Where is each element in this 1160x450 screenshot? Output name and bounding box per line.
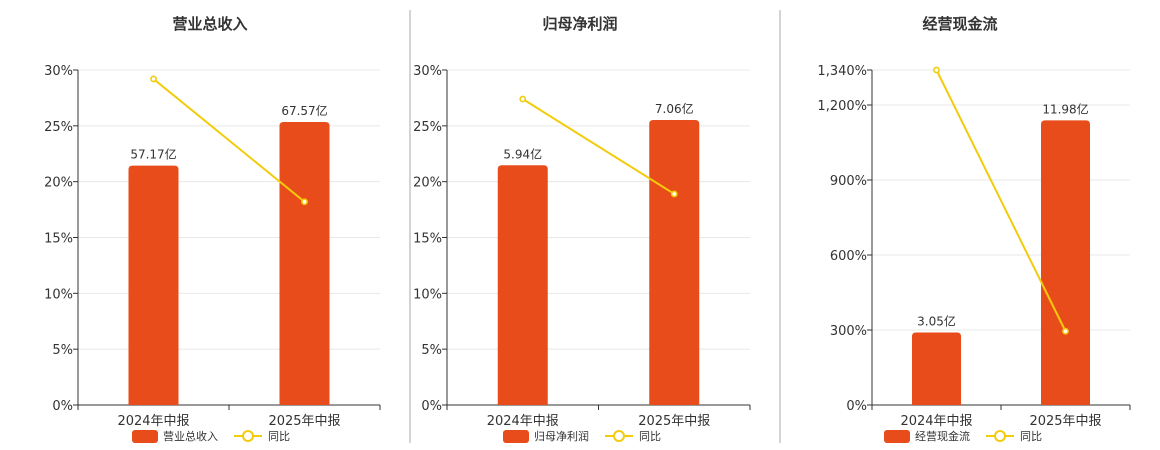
y-tick-label: 900% <box>830 174 867 189</box>
y-tick-label: 10% <box>413 287 442 302</box>
x-tick-label: 2024年中报 <box>117 414 189 429</box>
legend-swatch-bar <box>132 430 158 443</box>
x-tick-label: 2025年中报 <box>638 414 710 429</box>
y-tick-label: 1,340% <box>817 64 867 79</box>
x-tick-label: 2024年中报 <box>900 414 972 429</box>
yoy-line <box>152 78 306 203</box>
legend-label-line: 同比 <box>1020 430 1042 443</box>
bar <box>1040 120 1091 405</box>
bar-data-label: 3.05亿 <box>917 314 956 329</box>
y-tick-label: 15% <box>44 232 73 247</box>
y-tick-label: 5% <box>421 343 442 358</box>
bar <box>497 165 548 405</box>
legend-swatch-marker <box>242 430 254 442</box>
y-tick-label: 25% <box>44 120 73 135</box>
bar <box>128 165 179 405</box>
y-tick-label: 20% <box>44 176 73 191</box>
chart-panel-3: 经营现金流 0% 300% 600% 900% 1,200% 1,340% 2024年中报 20… <box>817 15 1131 443</box>
x-tick-label: 2025年中报 <box>268 414 340 429</box>
x-tick-label: 2025年中报 <box>1029 414 1101 429</box>
y-tick-label: 300% <box>830 324 867 339</box>
charts-group: 营业总收入 0% 5% 10% 15% 20% 25% 30% 2024年中报 2025年中报 57… <box>44 10 1131 443</box>
bar <box>279 122 330 405</box>
y-tick-label: 15% <box>413 232 442 247</box>
y-tick-label: 0% <box>846 399 867 414</box>
y-tick-label: 1,200% <box>817 99 867 114</box>
chart-title: 营业总收入 <box>172 15 247 33</box>
yoy-point <box>150 75 157 83</box>
yoy-point <box>670 190 678 198</box>
yoy-point <box>1062 327 1069 335</box>
y-tick-label: 0% <box>421 399 442 414</box>
legend-label-bar: 经营现金流 <box>915 429 970 443</box>
bar-data-label: 11.98亿 <box>1042 101 1088 116</box>
y-tick-label: 10% <box>44 287 73 302</box>
chart-title: 归母净利润 <box>542 15 617 33</box>
legend-label-bar: 营业总收入 <box>163 429 218 443</box>
y-tick-label: 25% <box>413 120 442 135</box>
bar <box>911 332 962 405</box>
bar-data-label: 7.06亿 <box>655 101 694 116</box>
y-tick-label: 30% <box>44 64 73 79</box>
y-tick-label: 20% <box>413 176 442 191</box>
bar <box>649 120 700 406</box>
yoy-point <box>933 66 940 74</box>
legend-swatch-bar <box>503 430 529 443</box>
y-tick-label: 0% <box>52 399 73 414</box>
y-tick-label: 5% <box>52 343 73 358</box>
legend-label-bar: 归母净利润 <box>534 429 589 443</box>
y-tick-label: 600% <box>830 249 867 264</box>
yoy-point <box>301 198 308 206</box>
chart-panel-1: 营业总收入 0% 5% 10% 15% 20% 25% 30% 2024年中报 2025年中报 57… <box>44 15 381 443</box>
legend-swatch-marker <box>994 430 1006 442</box>
y-tick-label: 30% <box>413 64 442 79</box>
chart-panel-2: 归母净利润 0% 5% 10% 15% 20% 25% 30% 2024年中报 2025年中报 5.… <box>413 15 751 443</box>
legend-label-line: 同比 <box>268 430 290 443</box>
bar-data-label: 57.17亿 <box>130 147 176 162</box>
x-tick-label: 2024年中报 <box>487 414 559 429</box>
legend-swatch-bar <box>884 430 910 443</box>
bar-data-label: 5.94亿 <box>503 146 542 161</box>
yoy-point <box>519 95 527 103</box>
yoy-line <box>935 69 1067 332</box>
legend-label-line: 同比 <box>639 430 661 443</box>
chart-title: 经营现金流 <box>922 15 997 33</box>
legend-swatch-marker <box>613 430 625 442</box>
bar-data-label: 67.57亿 <box>281 103 327 118</box>
yoy-line <box>522 98 675 195</box>
